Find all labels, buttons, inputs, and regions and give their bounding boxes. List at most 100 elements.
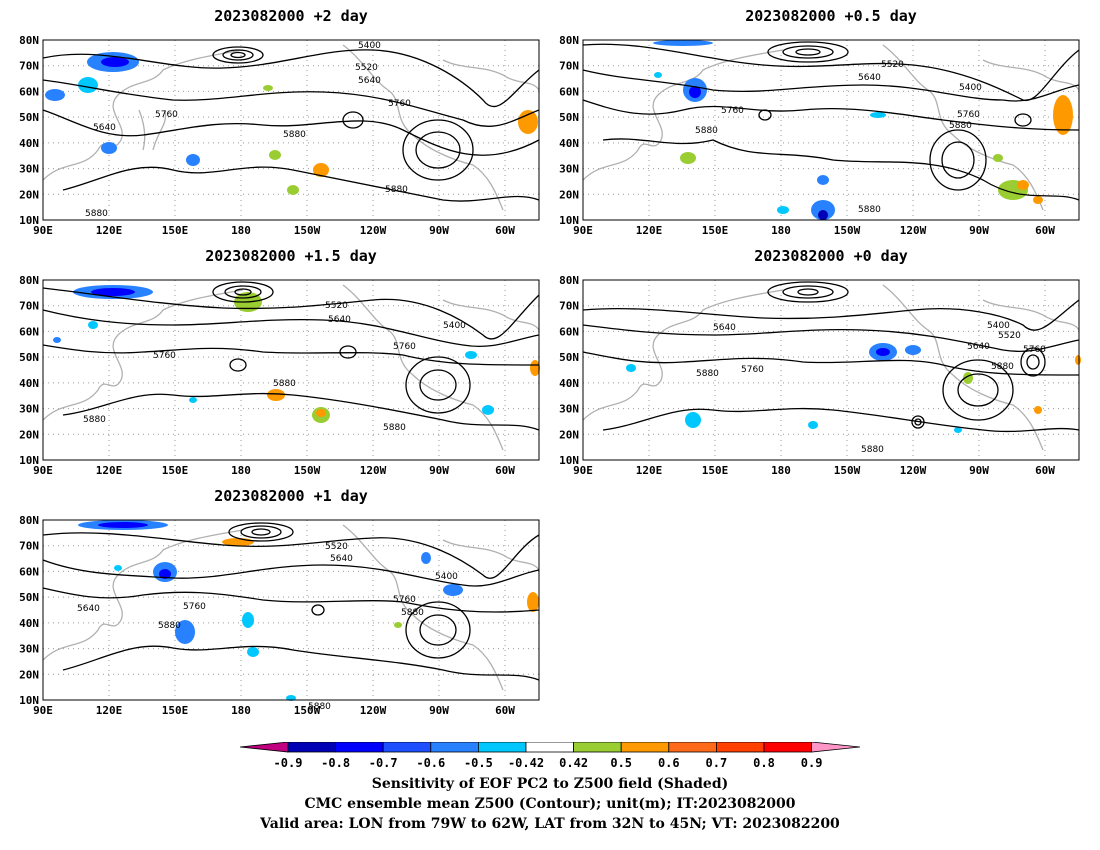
contour-label: 5640 — [358, 76, 381, 86]
lon-tick: 90W — [429, 704, 449, 717]
contour-label: 5520 — [325, 301, 348, 311]
lon-tick: 90W — [969, 464, 989, 477]
contour-label: 5880 — [696, 369, 719, 379]
lon-tick: 60W — [495, 704, 515, 717]
lon-tick: 120E — [96, 704, 123, 717]
lat-tick: 10N — [559, 454, 579, 467]
lat-tick: 80N — [559, 34, 579, 47]
contour-label: 5760 — [393, 595, 416, 605]
lat-tick: 20N — [559, 188, 579, 201]
lat-tick: 60N — [559, 85, 579, 98]
lon-tick: 150E — [162, 464, 189, 477]
lon-tick: 180 — [231, 224, 251, 237]
contour-label: 5760 — [153, 351, 176, 361]
lat-tick: 70N — [19, 60, 39, 73]
contour-label: 5880 — [83, 415, 106, 425]
lon-tick: 120E — [96, 464, 123, 477]
colorbar-tick: 0.5 — [610, 756, 632, 770]
lon-tick: 60W — [1035, 464, 1055, 477]
lat-tick: 40N — [19, 137, 39, 150]
lon-tick: 120W — [900, 464, 927, 477]
lat-tick: 80N — [19, 274, 39, 287]
contour-label: 5640 — [858, 73, 881, 83]
lat-tick: 30N — [559, 163, 579, 176]
lon-tick: 90E — [33, 464, 53, 477]
map-panel-plus1: 5520 5640 5400 5640 5760 5760 5880 5880 … — [19, 514, 540, 717]
lat-tick: 40N — [19, 617, 39, 630]
lat-tick: 40N — [19, 377, 39, 390]
contour-label: 5880 — [949, 121, 972, 131]
colorbar-tick: 0.6 — [658, 756, 680, 770]
contour-label: 5760 — [155, 110, 178, 120]
colorbar-box — [620, 742, 670, 753]
lat-tick: 50N — [19, 111, 39, 124]
map-panel-plus0: 5640 5400 5520 5640 5760 5760 5880 5880 … — [559, 274, 1081, 477]
contour-label: 5760 — [957, 110, 980, 120]
colorbar-under-triangle — [240, 742, 289, 753]
lat-tick: 40N — [559, 377, 579, 390]
contour-label: 5520 — [355, 63, 378, 73]
colorbar-tick: -0.7 — [369, 756, 398, 770]
colorbar-boxes — [287, 742, 812, 753]
colorbar-tick: -0.8 — [321, 756, 350, 770]
contour-label: 5400 — [435, 572, 458, 582]
lat-tick: 20N — [19, 428, 39, 441]
colorbar-tick: -0.9 — [274, 756, 303, 770]
colorbar-tick: 0.42 — [559, 756, 588, 770]
lon-tick: 120E — [636, 464, 663, 477]
lat-tick: 20N — [19, 188, 39, 201]
contour-label: 5880 — [991, 362, 1014, 372]
lon-tick: 120W — [360, 464, 387, 477]
lon-tick: 90W — [429, 224, 449, 237]
colorbar-box — [525, 742, 574, 753]
contour-label: 5880 — [861, 445, 884, 455]
lat-tick: 10N — [19, 454, 39, 467]
colorbar-tick: -0.42 — [508, 756, 544, 770]
colorbar-box — [763, 742, 812, 753]
contour-label: 5400 — [959, 83, 982, 93]
lat-tick: 70N — [559, 60, 579, 73]
map-panel-plus2: 5400 5520 5640 5760 5760 5640 5880 5880 … — [19, 34, 540, 237]
lat-tick: 10N — [559, 214, 579, 227]
lat-tick: 60N — [19, 325, 39, 338]
contour-label: 5520 — [881, 60, 904, 70]
lon-tick: 150E — [162, 704, 189, 717]
contour-label: 5520 — [325, 542, 348, 552]
colorbar-tick: 0.8 — [753, 756, 775, 770]
colorbar-box — [287, 742, 336, 753]
lat-tick: 60N — [19, 565, 39, 578]
lat-tick: 10N — [19, 214, 39, 227]
contour-label: 5640 — [967, 342, 990, 352]
lat-tick: 60N — [559, 325, 579, 338]
lon-tick: 150E — [162, 224, 189, 237]
colorbar-tick: 0.9 — [801, 756, 823, 770]
lat-tick: 30N — [19, 163, 39, 176]
contour-label: 5640 — [93, 123, 116, 133]
map-panel-plus1-5: 5520 5640 5400 5760 5760 5880 5880 5880 … — [19, 274, 540, 477]
lon-tick: 150W — [294, 224, 321, 237]
lat-tick: 80N — [19, 514, 39, 527]
contour-label: 5880 — [385, 185, 408, 195]
lon-tick: 90E — [573, 464, 593, 477]
caption-line-1: Sensitivity of EOF PC2 to Z500 field (Sh… — [371, 776, 729, 792]
caption-line-2: CMC ensemble mean Z500 (Contour); unit(m… — [304, 796, 796, 812]
lon-tick: 150W — [834, 224, 861, 237]
lon-tick: 150W — [834, 464, 861, 477]
colorbar-box — [382, 742, 432, 753]
contour-label: 5640 — [713, 323, 736, 333]
lat-tick: 70N — [19, 540, 39, 553]
lat-tick: 60N — [19, 85, 39, 98]
lon-tick: 120W — [360, 704, 387, 717]
contour-label: 5880 — [283, 130, 306, 140]
contour-label: 5760 — [183, 602, 206, 612]
lon-tick: 150E — [702, 224, 729, 237]
contour-label: 5880 — [401, 608, 424, 618]
contour-label: 5880 — [85, 209, 108, 219]
panel-title-plus0-5: 2023082000 +0.5 day — [745, 7, 917, 25]
lat-tick: 50N — [19, 351, 39, 364]
contour-label: 5880 — [695, 126, 718, 136]
contour-label: 5880 — [273, 379, 296, 389]
contour-label: 5640 — [330, 554, 353, 564]
lon-tick: 180 — [771, 464, 791, 477]
colorbar-tick: 0.7 — [706, 756, 728, 770]
